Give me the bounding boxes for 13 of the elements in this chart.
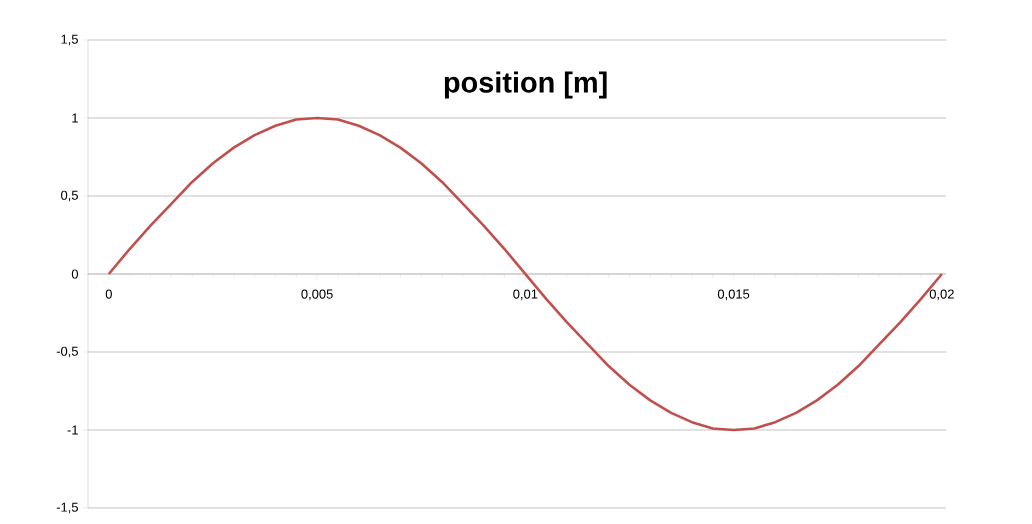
y-tick-label: 1: [72, 113, 78, 123]
y-tick-label: -1: [67, 425, 78, 435]
y-tick-label: -1,5: [56, 502, 78, 514]
x-tick-label: 0,015: [717, 289, 750, 301]
x-tick-label: 0,02: [929, 289, 954, 301]
y-tick-label: 1,5: [61, 34, 78, 46]
x-tick-label: 0,01: [513, 289, 538, 301]
text: position [m]: [444, 71, 607, 99]
y-tick-label: 0: [71, 269, 79, 279]
x-tick-label: 0,005: [301, 289, 333, 301]
y-tick-label: -0,5: [56, 346, 78, 358]
x-tick-label: 0: [105, 289, 112, 299]
y-tick-label: 0,5: [61, 190, 78, 202]
